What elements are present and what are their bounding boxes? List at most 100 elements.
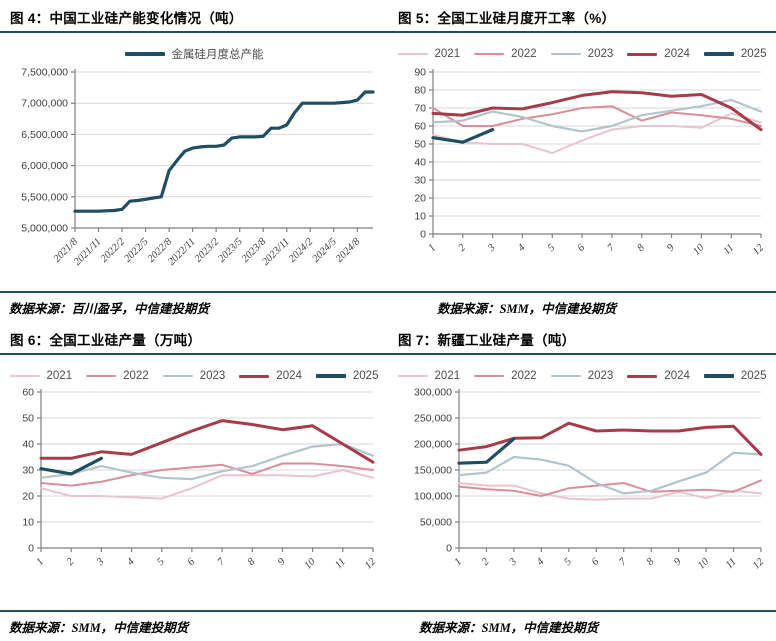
- panel-fig4: 图 4：中国工业硅产能变化情况（吨） 金属硅月度总产能 5,000,000 5,5…: [0, 0, 388, 322]
- svg-text:6: 6: [186, 556, 198, 568]
- fig7-data-source: 数据来源：SMM，中信建投期货: [419, 621, 599, 635]
- svg-text:70: 70: [414, 103, 426, 115]
- svg-text:300,000: 300,000: [414, 387, 452, 399]
- svg-text:2024/2: 2024/2: [287, 236, 316, 265]
- legend-label: 2025: [740, 370, 767, 382]
- legend-item-2024: 2024: [627, 48, 690, 60]
- legend-line-sample: [550, 52, 581, 56]
- legend-item-2022: 2022: [474, 370, 537, 382]
- svg-text:6: 6: [590, 556, 602, 568]
- svg-text:30: 30: [414, 175, 426, 187]
- svg-text:200,000: 200,000: [414, 439, 452, 451]
- legend-item-2021: 2021: [9, 370, 73, 382]
- fig5-title: 图 5：全国工业硅月度开工率（%）: [398, 11, 616, 26]
- fig6-title: 图 6：全国工业硅产量（万吨）: [10, 333, 202, 348]
- svg-text:6: 6: [576, 242, 588, 254]
- legend-item-2023: 2023: [550, 48, 614, 60]
- svg-text:2: 2: [65, 556, 77, 568]
- svg-text:2: 2: [456, 242, 468, 254]
- legend-line-sample: [162, 374, 193, 378]
- legend-line-sample: [474, 374, 505, 378]
- legend-item-2024: 2024: [239, 370, 302, 382]
- legend-line-sample: [397, 374, 428, 378]
- legend-item-2023: 2023: [550, 370, 613, 382]
- svg-text:8: 8: [246, 556, 258, 568]
- svg-text:11: 11: [722, 242, 737, 257]
- svg-text:10: 10: [414, 211, 426, 223]
- fig6-chart-area: 0 10 20 30 40 50 60 1 2 3 4 5 6 7 8 9 10 11 12: [9, 386, 379, 586]
- fig6-title-rule: [0, 353, 388, 355]
- svg-text:12: 12: [751, 242, 767, 258]
- svg-text:90: 90: [414, 67, 426, 79]
- legend-item-2024: 2024: [627, 370, 690, 382]
- svg-text:2024/8: 2024/8: [334, 236, 363, 265]
- svg-text:6,000,000: 6,000,000: [21, 160, 68, 172]
- legend-label: 2021: [46, 370, 73, 382]
- svg-text:8: 8: [645, 556, 657, 568]
- fig5-legend: 2021 2022 2023 2024 2025: [397, 46, 767, 62]
- legend-item-2022: 2022: [86, 370, 149, 382]
- svg-text:20: 20: [22, 491, 34, 503]
- svg-text:2: 2: [480, 556, 492, 568]
- svg-text:0: 0: [28, 543, 34, 555]
- legend-line-sample: [86, 374, 117, 378]
- legend-item-2021: 2021: [397, 48, 461, 60]
- svg-text:5,000,000: 5,000,000: [21, 223, 68, 235]
- fig6-source-rule: [0, 610, 388, 612]
- panel-fig6: 图 6：全国工业硅产量（万吨） 2021 2022 2023 2024 2025 0 10…: [0, 322, 388, 641]
- legend-label: 2025: [352, 370, 379, 382]
- svg-text:9: 9: [672, 556, 684, 568]
- svg-text:50,000: 50,000: [420, 517, 452, 529]
- fig4-title: 图 4：中国工业硅产能变化情况（吨）: [10, 11, 243, 26]
- legend-label: 2022: [123, 370, 149, 382]
- svg-text:2022/5: 2022/5: [122, 236, 150, 264]
- fig4-data-source: 数据来源：百川盈孚，中信建投期货: [9, 302, 210, 316]
- panel-fig7: 图 7：新疆工业硅产量（吨） 2021 2022 2023 2024 2025 0 50,…: [388, 322, 776, 641]
- legend-item-2022: 2022: [474, 48, 537, 60]
- legend-label: 2024: [276, 370, 302, 382]
- legend-line-sample: [315, 374, 346, 378]
- svg-text:4: 4: [516, 242, 528, 254]
- legend-line-sample: [627, 374, 658, 378]
- svg-text:8: 8: [635, 242, 647, 254]
- legend-label: 金属硅月度总产能: [171, 49, 264, 61]
- svg-text:3: 3: [486, 242, 498, 254]
- legend-label: 2025: [740, 48, 767, 60]
- legend-item-2025: 2025: [703, 370, 767, 382]
- legend-line-sample: [474, 52, 505, 56]
- svg-text:5: 5: [562, 556, 573, 567]
- svg-text:40: 40: [414, 157, 426, 169]
- svg-text:1: 1: [35, 556, 46, 567]
- legend-item-2023: 2023: [162, 370, 225, 382]
- svg-text:2023/5: 2023/5: [216, 236, 244, 264]
- svg-text:30: 30: [22, 465, 34, 477]
- svg-text:2023/2: 2023/2: [193, 236, 222, 265]
- fig4-chart-area: 5,000,000 5,500,000 6,000,000 6,500,000 7,00…: [9, 64, 379, 288]
- svg-text:80: 80: [414, 85, 426, 97]
- svg-text:100,000: 100,000: [414, 491, 452, 503]
- legend-item-2021: 2021: [397, 370, 461, 382]
- legend-line-sample: [703, 52, 734, 56]
- fig7-legend: 2021 2022 2023 2024 2025: [397, 368, 767, 384]
- legend-label: 2022: [511, 370, 537, 382]
- svg-text:12: 12: [751, 556, 767, 572]
- legend-label: 2021: [434, 48, 461, 60]
- legend-label: 2022: [511, 48, 537, 60]
- svg-text:150,000: 150,000: [414, 465, 452, 477]
- legend-label: 2023: [587, 48, 614, 60]
- legend-label: 2021: [434, 370, 461, 382]
- svg-text:10: 10: [691, 242, 707, 258]
- svg-text:10: 10: [696, 556, 712, 572]
- legend-line-sample: [627, 52, 658, 56]
- legend-label: 2024: [664, 370, 690, 382]
- fig5-title-rule: [388, 31, 776, 33]
- svg-text:7: 7: [606, 242, 618, 254]
- svg-text:2024/5: 2024/5: [311, 236, 339, 264]
- svg-text:7,000,000: 7,000,000: [21, 98, 68, 110]
- svg-text:20: 20: [414, 193, 426, 205]
- svg-text:12: 12: [363, 556, 379, 572]
- fig6-data-source: 数据来源：SMM，中信建投期货: [9, 621, 189, 635]
